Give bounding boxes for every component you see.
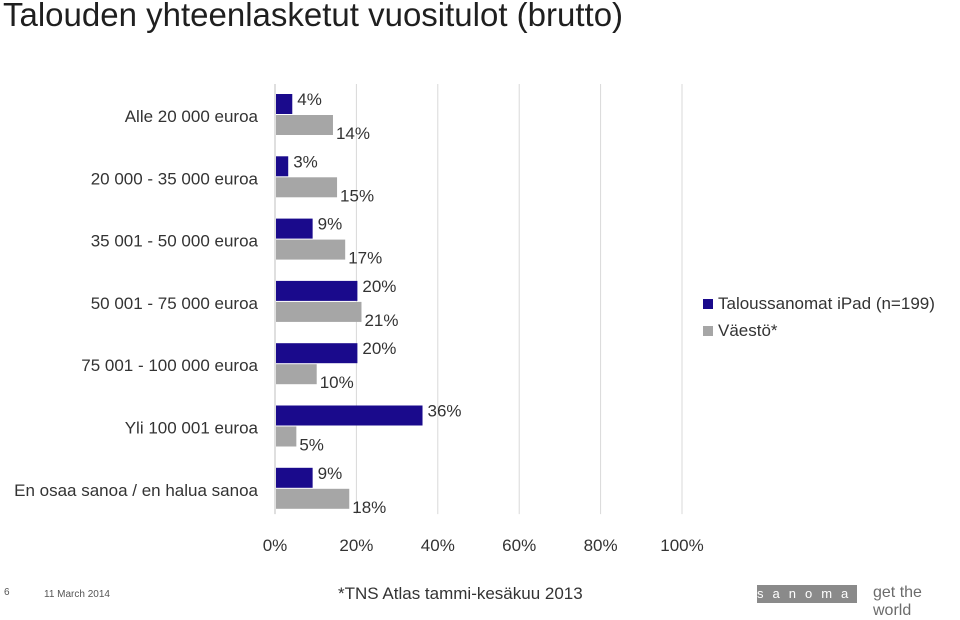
chart-title: Talouden yhteenlasketut vuositulot (brut… — [3, 0, 624, 33]
bar-population-50-001-75-000-euroa — [276, 301, 362, 322]
bar-ipad-75-001-100-000-euroa — [276, 343, 358, 364]
data-label-population-yli-100-001-euroa: 5% — [299, 436, 324, 455]
data-label-ipad-35-001-50-000-euroa: 9% — [318, 215, 343, 234]
data-label-ipad-20-000-35-000-euroa: 3% — [293, 152, 318, 171]
legend-item-ipad: Taloussanomat iPad (n=199) — [703, 290, 935, 317]
brand-tagline: get the world — [873, 584, 922, 619]
x-tick-label: 40% — [421, 536, 455, 555]
data-label-population-75-001-100-000-euroa: 10% — [320, 373, 354, 392]
bar-population-20-000-35-000-euroa — [276, 177, 338, 198]
bar-ipad-35-001-50-000-euroa — [276, 218, 313, 239]
category-label-50-001-75-000-euroa: 50 001 - 75 000 euroa — [91, 294, 259, 313]
x-tick-label: 20% — [339, 536, 373, 555]
category-label-en-osaa-sanoa-en-halua-sanoa: En osaa sanoa / en halua sanoa — [14, 481, 258, 500]
data-label-population-alle-20-000-euroa: 14% — [336, 124, 370, 143]
data-label-population-en-osaa-sanoa-en-halua-sanoa: 18% — [352, 498, 386, 517]
data-label-ipad-50-001-75-000-euroa: 20% — [362, 277, 396, 296]
data-label-ipad-75-001-100-000-euroa: 20% — [362, 339, 396, 358]
legend-label-ipad: Taloussanomat iPad (n=199) — [718, 293, 935, 313]
x-tick-label: 100% — [660, 536, 703, 555]
category-label-yli-100-001-euroa: Yli 100 001 euroa — [125, 419, 259, 438]
legend-item-population: Väestö* — [703, 317, 935, 344]
category-label-35-001-50-000-euroa: 35 001 - 50 000 euroa — [91, 232, 259, 251]
bar-population-alle-20-000-euroa — [276, 115, 333, 135]
data-label-population-35-001-50-000-euroa: 17% — [348, 249, 382, 268]
category-label-20-000-35-000-euroa: 20 000 - 35 000 euroa — [91, 169, 259, 188]
bar-ipad-50-001-75-000-euroa — [276, 280, 358, 301]
category-label-alle-20-000-euroa: Alle 20 000 euroa — [125, 107, 259, 126]
legend-swatch-population — [703, 325, 713, 336]
bar-population-en-osaa-sanoa-en-halua-sanoa — [276, 488, 350, 509]
page-number: 6 — [4, 587, 10, 598]
bar-ipad-20-000-35-000-euroa — [276, 156, 289, 177]
legend-label-population: Väestö* — [718, 320, 778, 340]
bar-chart: 0% 20% 40% 60% 80% 100% Alle 20 000 euroa 4% 14%… — [14, 84, 704, 555]
legend-swatch-ipad — [703, 298, 713, 309]
data-label-ipad-yli-100-001-euroa: 36% — [428, 402, 462, 421]
x-tick-label: 80% — [584, 536, 618, 555]
category-label-75-001-100-000-euroa: 75 001 - 100 000 euroa — [81, 356, 258, 375]
source-note: *TNS Atlas tammi-kesäkuu 2013 — [338, 584, 583, 603]
data-label-ipad-en-osaa-sanoa-en-halua-sanoa: 9% — [318, 464, 343, 483]
data-label-ipad-alle-20-000-euroa: 4% — [297, 90, 322, 109]
x-tick-label: 60% — [502, 536, 536, 555]
x-tick-label: 0% — [263, 536, 288, 555]
bar-population-35-001-50-000-euroa — [276, 239, 346, 260]
bar-ipad-yli-100-001-euroa — [276, 405, 423, 426]
bar-ipad-alle-20-000-euroa — [276, 94, 293, 114]
bar-ipad-en-osaa-sanoa-en-halua-sanoa — [276, 467, 313, 488]
bar-population-yli-100-001-euroa — [276, 426, 297, 447]
chart-legend: Taloussanomat iPad (n=199) Väestö* — [703, 290, 935, 344]
data-label-population-50-001-75-000-euroa: 21% — [364, 311, 398, 330]
data-label-population-20-000-35-000-euroa: 15% — [340, 186, 374, 205]
brand-logo: sanoma — [757, 585, 858, 603]
footer-date: 11 March 2014 — [44, 589, 110, 600]
bar-population-75-001-100-000-euroa — [276, 364, 317, 385]
